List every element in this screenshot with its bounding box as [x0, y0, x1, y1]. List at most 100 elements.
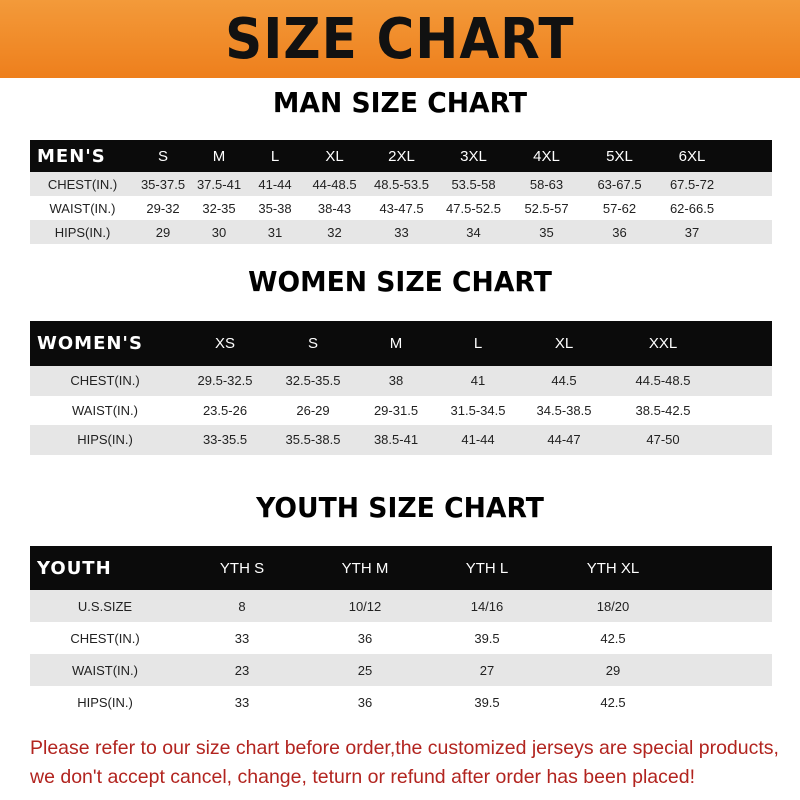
- value-cell: 29-32: [146, 200, 180, 216]
- value-cell: 58-63: [529, 176, 564, 192]
- value-cell: 53.5-58: [451, 176, 496, 192]
- value-cell: 44.5: [551, 373, 577, 389]
- size-header-cell: M: [212, 147, 226, 165]
- size-header-cell: 5XL: [606, 147, 633, 165]
- size-header-cell: YTH XL: [586, 559, 640, 577]
- value-cell: 38.5-41: [373, 432, 419, 448]
- banner-title: SIZE CHART: [225, 6, 575, 72]
- size-header-cell: XXL: [648, 335, 678, 352]
- value-cell: 67.5-72: [669, 176, 715, 192]
- value-cell: 32-35: [202, 200, 236, 216]
- value-cell: 35: [539, 224, 554, 240]
- table-row: U.S.SIZE 8 10/12 14/16 18/20: [30, 590, 772, 622]
- size-header-cell: M: [389, 335, 403, 352]
- value-cell: 36: [357, 694, 373, 710]
- value-cell: 62-66.5: [669, 200, 715, 216]
- value-cell: 57-62: [602, 200, 637, 216]
- value-cell: 63-67.5: [597, 176, 642, 192]
- size-header-cell: XL: [554, 335, 574, 352]
- value-cell: 32: [327, 224, 342, 240]
- women-section-title: WOMEN SIZE CHART: [248, 265, 552, 298]
- table-header-row: WOMEN'S XS S M L XL XXL: [30, 321, 772, 366]
- value-cell: 27: [479, 662, 495, 678]
- table-row: WAIST(IN.) 23.5-26 26-29 29-31.5 31.5-34.5 34…: [30, 395, 772, 425]
- value-cell: 36: [612, 224, 627, 240]
- size-header-cell: YTH M: [341, 559, 389, 577]
- value-cell: 43-47.5: [379, 200, 424, 216]
- table-title-cell: WOMEN'S: [37, 333, 143, 354]
- table-header-row: YOUTH YTH S YTH M YTH L YTH XL: [30, 546, 772, 590]
- table-row: CHEST(IN.) 33 36 39.5 42.5: [30, 622, 772, 654]
- table-row: HIPS(IN.) 33-35.5 35.5-38.5 38.5-41 41-44 44-…: [30, 425, 772, 455]
- row-label: WAIST(IN.): [72, 662, 138, 678]
- value-cell: 23: [234, 662, 250, 678]
- value-cell: 52.5-57: [524, 200, 569, 216]
- value-cell: 30: [211, 224, 227, 240]
- value-cell: 29.5-32.5: [197, 373, 253, 389]
- order-notice: Please refer to our size chart before or…: [30, 737, 779, 788]
- value-cell: 35.5-38.5: [285, 432, 341, 448]
- men-size-table: MEN'S S M L XL 2XL 3XL 4XL 5XL 6XL CHEST(IN.) 35-37…: [30, 140, 772, 244]
- value-cell: 41: [470, 373, 486, 389]
- value-cell: 26-29: [296, 402, 330, 418]
- value-cell: 39.5: [474, 694, 500, 710]
- size-header-cell: 4XL: [533, 147, 560, 165]
- value-cell: 33-35.5: [202, 432, 248, 448]
- value-cell: 44-48.5: [312, 176, 357, 192]
- value-cell: 23.5-26: [202, 402, 248, 418]
- row-label: U.S.SIZE: [77, 598, 133, 614]
- size-header-cell: S: [307, 335, 318, 352]
- value-cell: 35-38: [258, 200, 292, 216]
- row-label: HIPS(IN.): [77, 694, 133, 710]
- size-header-cell: L: [473, 335, 483, 352]
- value-cell: 29: [155, 224, 171, 240]
- value-cell: 33: [394, 224, 409, 240]
- row-label: WAIST(IN.): [72, 402, 138, 418]
- size-header-cell: 6XL: [678, 147, 706, 165]
- value-cell: 25: [357, 662, 373, 678]
- value-cell: 36: [357, 630, 373, 646]
- row-label: CHEST(IN.): [70, 630, 140, 646]
- value-cell: 31.5-34.5: [450, 402, 506, 418]
- size-header-cell: S: [157, 147, 168, 165]
- women-size-table: WOMEN'S XS S M L XL XXL CHEST(IN.) 29.5-32.5 32.5…: [30, 321, 772, 455]
- value-cell: 29: [605, 662, 621, 678]
- table-title-cell: YOUTH: [37, 557, 112, 579]
- value-cell: 10/12: [348, 598, 382, 614]
- table-row: CHEST(IN.) 29.5-32.5 32.5-35.5 38 41 44.5 44.5…: [30, 366, 772, 396]
- value-cell: 34: [466, 224, 481, 240]
- size-header-cell: YTH L: [465, 559, 509, 577]
- table-title-cell: MEN'S: [37, 145, 106, 167]
- value-cell: 47.5-52.5: [446, 200, 501, 216]
- men-section-title: MAN SIZE CHART: [272, 86, 528, 119]
- value-cell: 44-47: [547, 432, 581, 448]
- value-cell: 34.5-38.5: [536, 402, 592, 418]
- size-header-cell: 2XL: [388, 147, 415, 165]
- table-row: HIPS(IN.) 29 30 31 32 33 34 35 36 37: [30, 220, 772, 244]
- value-cell: 35-37.5: [140, 176, 186, 192]
- size-header-cell: L: [270, 147, 280, 165]
- value-cell: 48.5-53.5: [374, 176, 429, 192]
- value-cell: 42.5: [600, 694, 626, 710]
- value-cell: 39.5: [474, 630, 500, 646]
- size-header-cell: 3XL: [460, 147, 487, 165]
- value-cell: 41-44: [461, 432, 495, 448]
- size-header-cell: XS: [214, 335, 235, 352]
- value-cell: 33: [234, 630, 250, 646]
- row-label: WAIST(IN.): [49, 200, 116, 216]
- row-label: CHEST(IN.): [47, 176, 118, 192]
- table-header-row: MEN'S S M L XL 2XL 3XL 4XL 5XL 6XL: [30, 140, 772, 172]
- value-cell: 38-43: [317, 200, 352, 216]
- youth-size-table: YOUTH YTH S YTH M YTH L YTH XL U.S.SIZE 8 10/12…: [30, 546, 772, 718]
- table-row: HIPS(IN.) 33 36 39.5 42.5: [30, 686, 772, 718]
- table-row: WAIST(IN.) 29-32 32-35 35-38 38-43 43-47.5 47.…: [30, 196, 772, 220]
- value-cell: 38.5-42.5: [635, 402, 691, 418]
- table-row: CHEST(IN.) 35-37.5 37.5-41 41-44 44-48.5 48.5…: [30, 172, 772, 196]
- value-cell: 47-50: [646, 432, 680, 448]
- value-cell: 37.5-41: [196, 176, 242, 192]
- value-cell: 42.5: [600, 630, 626, 646]
- value-cell: 8: [238, 598, 246, 614]
- youth-section-title: YOUTH SIZE CHART: [256, 491, 544, 524]
- value-cell: 18/20: [596, 598, 630, 614]
- value-cell: 38: [388, 373, 404, 389]
